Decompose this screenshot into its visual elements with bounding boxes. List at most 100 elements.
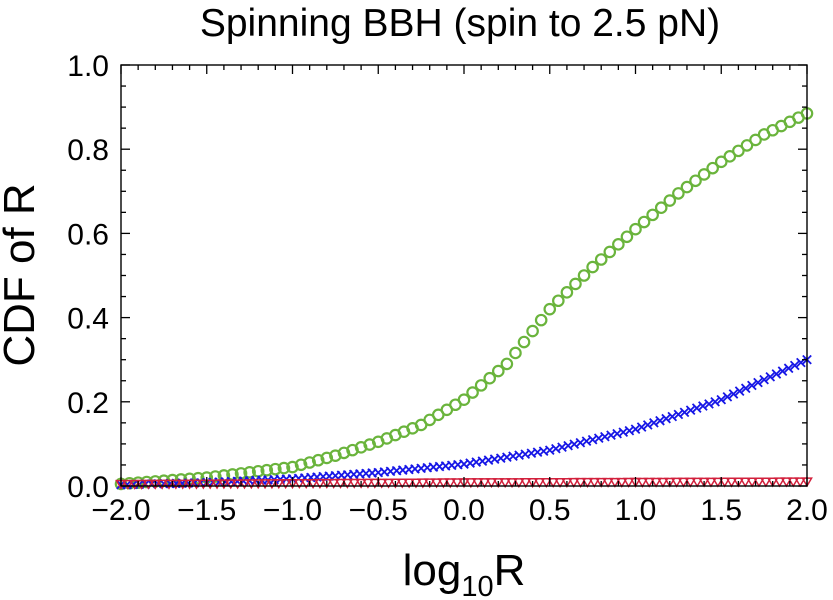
data-point-circle	[277, 461, 291, 475]
data-point-triangle	[663, 477, 676, 488]
x-tick-label: 0.5	[529, 494, 571, 527]
data-point-circle	[294, 458, 308, 472]
data-point-triangle	[684, 477, 697, 488]
data-point-x	[783, 363, 794, 374]
data-point-triangle	[636, 477, 649, 488]
data-point-triangle	[499, 478, 512, 489]
data-point-triangle	[368, 478, 381, 489]
x-axis-label-rest: R	[494, 546, 526, 595]
data-point-triangle	[121, 479, 134, 490]
data-point-triangle	[526, 478, 539, 489]
data-point-triangle	[142, 479, 155, 490]
data-point-triangle	[464, 478, 477, 489]
data-point-triangle	[348, 478, 361, 489]
data-point-circle	[697, 168, 711, 181]
data-point-circle	[749, 133, 762, 147]
data-point-triangle	[787, 477, 800, 488]
y-tick-label: 0.2	[67, 387, 109, 420]
data-point-triangle	[382, 478, 395, 489]
y-axis-label: CDF of R	[0, 183, 44, 366]
data-point-triangle	[300, 478, 313, 490]
data-point-triangle	[622, 477, 635, 488]
data-point-triangle	[362, 478, 374, 489]
data-point-circle	[286, 460, 299, 474]
x-tick-label: 1.5	[700, 494, 742, 527]
data-point-triangle	[554, 477, 566, 489]
data-point-circle	[517, 335, 531, 349]
data-point-circle	[260, 463, 274, 477]
data-point-triangle	[581, 477, 594, 488]
data-point-x	[642, 420, 653, 430]
data-point-circle	[466, 386, 479, 399]
data-point-triangle	[355, 478, 368, 489]
data-point-x	[691, 403, 702, 413]
data-point-circle	[500, 357, 514, 371]
data-point-triangle	[279, 479, 292, 490]
data-point-triangle	[650, 477, 662, 488]
data-point-circle	[586, 260, 599, 274]
series-triangle-down	[115, 477, 813, 490]
data-point-x	[710, 396, 720, 407]
data-point-circle	[603, 245, 617, 259]
data-point-circle	[577, 269, 591, 282]
data-point-triangle	[512, 478, 525, 489]
data-point-x	[685, 405, 696, 416]
data-point-triangle	[759, 477, 772, 488]
data-point-circle	[714, 155, 728, 169]
y-tick-label: 0.6	[67, 218, 109, 251]
data-point-triangle	[725, 477, 738, 488]
data-point-triangle	[773, 477, 786, 488]
y-tick-label: 0.0	[67, 471, 109, 504]
series-circle	[114, 107, 814, 491]
data-point-triangle	[204, 479, 217, 490]
x-tick-label: 1.0	[615, 494, 657, 527]
data-point-x	[765, 372, 776, 382]
data-point-x	[716, 394, 727, 405]
data-point-triangle	[403, 478, 416, 489]
data-point-triangle	[471, 478, 484, 489]
data-point-x	[630, 424, 641, 435]
data-point-circle	[612, 238, 625, 251]
data-point-x	[747, 380, 757, 391]
data-point-triangle	[437, 478, 450, 489]
data-point-triangle	[677, 477, 690, 488]
x-tick-label: 0.0	[443, 494, 485, 527]
data-point-triangle	[293, 479, 306, 490]
data-point-triangle	[540, 478, 553, 489]
data-point-circle	[491, 364, 505, 378]
data-point-x	[673, 409, 684, 420]
data-point-triangle	[478, 478, 491, 489]
data-point-triangle	[718, 477, 731, 488]
data-point-triangle	[307, 478, 319, 489]
data-point-triangle	[396, 478, 409, 489]
data-point-x	[667, 411, 678, 422]
data-point-triangle	[163, 479, 175, 490]
data-point-triangle	[560, 477, 573, 488]
x-tick-label: −0.5	[349, 494, 408, 527]
data-point-x	[704, 399, 714, 409]
data-point-triangle	[156, 479, 169, 490]
data-point-triangle	[190, 479, 203, 490]
data-point-triangle	[609, 477, 621, 488]
data-point-triangle	[327, 478, 340, 489]
data-point-triangle	[259, 479, 271, 490]
data-point-circle	[311, 453, 325, 467]
data-point-triangle	[711, 477, 724, 488]
data-point-circle	[474, 379, 488, 392]
data-point-triangle	[211, 479, 223, 490]
data-point-circle	[654, 201, 668, 215]
data-point-triangle	[135, 479, 148, 490]
data-point-circle	[706, 161, 719, 175]
data-point-circle	[303, 456, 316, 469]
data-point-triangle	[183, 479, 196, 490]
tick-labels: −2.0 −1.5 −1.0 −0.5 0.0 0.5 1.0 1.5 2.0 0.0 0.2 0.4…	[67, 50, 828, 527]
data-point-circle	[526, 324, 539, 338]
data-point-triangle	[334, 478, 347, 489]
data-point-triangle	[698, 477, 711, 488]
data-point-circle	[209, 470, 222, 483]
data-point-circle	[689, 174, 702, 188]
series-x	[116, 354, 812, 490]
data-point-triangle	[595, 477, 608, 488]
data-point-triangle	[272, 479, 285, 490]
